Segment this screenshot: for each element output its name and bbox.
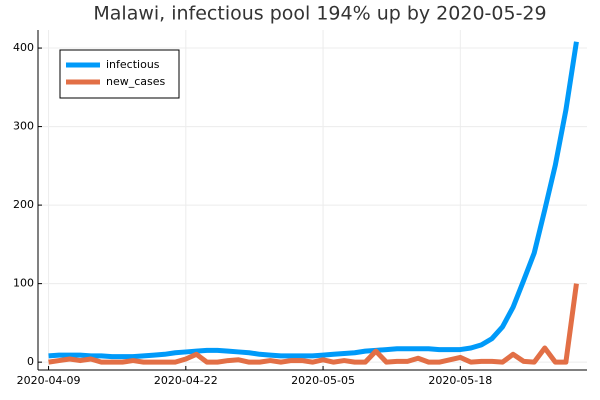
y-tick-label: 0 <box>27 355 34 368</box>
chart-title: Malawi, infectious pool 194% up by 2020-… <box>93 3 546 25</box>
x-tick-label: 2020-05-05 <box>291 374 355 387</box>
x-tick-label: 2020-04-22 <box>154 374 218 387</box>
series-line <box>48 283 579 365</box>
legend-label: new_cases <box>106 75 166 88</box>
y-tick-label: 100 <box>13 277 34 290</box>
y-tick-label: 200 <box>13 198 34 211</box>
legend-box <box>59 49 180 99</box>
series-line <box>48 41 579 360</box>
x-tick-label: 2020-04-09 <box>17 374 81 387</box>
y-tick-label: 400 <box>13 41 34 54</box>
y-tick-label: 300 <box>13 120 34 133</box>
legend-label: infectious <box>106 58 160 71</box>
x-tick-label: 2020-05-18 <box>428 374 492 387</box>
